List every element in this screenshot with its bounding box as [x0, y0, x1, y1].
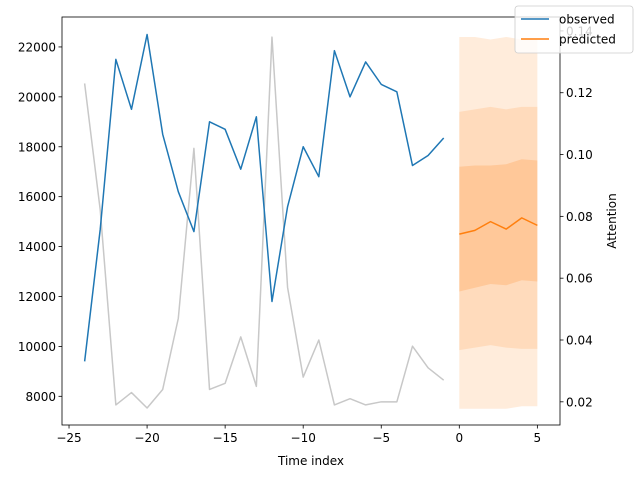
x-tick-label: −15	[212, 431, 237, 445]
prediction-bands	[459, 36, 538, 409]
legend-label-observed: observed	[559, 13, 615, 27]
series-line-predicted	[459, 217, 538, 235]
x-tick-label: −20	[134, 431, 159, 445]
y-tick-label: 8000	[25, 390, 56, 404]
legend-label-predicted: predicted	[559, 33, 616, 47]
y-tick-label: 16000	[18, 190, 56, 204]
y2-tick-label: 0.10	[566, 148, 593, 162]
x-tick-label: −25	[56, 431, 81, 445]
plot-frame	[61, 16, 561, 426]
y-tick-label: 12000	[18, 290, 56, 304]
y-tick-label: 22000	[18, 40, 56, 54]
x-axis-title: Time index	[277, 454, 344, 468]
y-tick-label: 20000	[18, 90, 56, 104]
x-tick-label: 0	[455, 431, 463, 445]
x-axis: −25 −20 −15 −10 −5 0 5	[56, 425, 541, 445]
y2-tick-label: 0.04	[566, 334, 593, 348]
y-axis: 8000 10000 12000 14000 16000 18000 20000 22000	[18, 40, 62, 404]
y-tick-label: 10000	[18, 340, 56, 354]
x-tick-label: 5	[534, 431, 542, 445]
y2-tick-label: 0.08	[566, 210, 593, 224]
y-tick-label: 18000	[18, 140, 56, 154]
x-tick-label: −5	[372, 431, 390, 445]
prediction-band-2	[459, 106, 538, 351]
series-lines	[83, 33, 538, 409]
x-tick-label: −10	[291, 431, 316, 445]
y-tick-label: 14000	[18, 240, 56, 254]
y2-tick-label: 0.02	[566, 395, 593, 409]
prediction-band-1	[459, 36, 538, 409]
legend: observed predicted	[514, 5, 634, 54]
y2-tick-label: 0.12	[566, 86, 593, 100]
series-line-observed	[83, 33, 445, 362]
y2-tick-label: 0.06	[566, 272, 593, 286]
y2-axis-title: Attention	[605, 193, 619, 248]
legend-box	[514, 5, 634, 54]
